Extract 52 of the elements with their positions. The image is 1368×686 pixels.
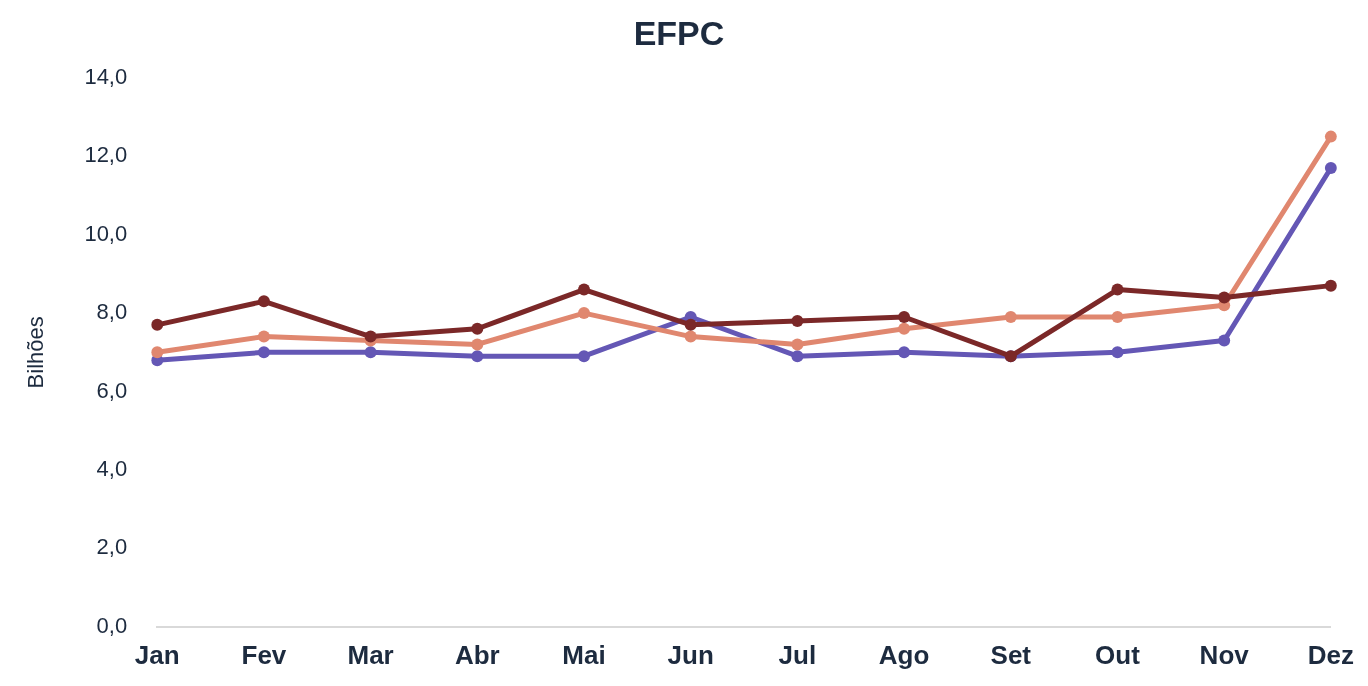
x-tick-label: Mar <box>347 639 394 670</box>
x-tick-label: Jun <box>667 639 714 670</box>
point <box>151 318 164 331</box>
y-tick-label: 12,0 <box>84 142 128 168</box>
x-tick-label: Nov <box>1199 639 1250 670</box>
point <box>1218 334 1231 347</box>
point <box>684 318 697 331</box>
point <box>791 338 804 351</box>
point <box>578 283 591 296</box>
y-tick-label: 6,0 <box>96 377 128 403</box>
point <box>151 346 164 359</box>
point <box>1324 279 1337 292</box>
point <box>898 311 911 324</box>
y-tick-label: 14,0 <box>84 63 128 89</box>
y-tick-label: 2,0 <box>96 534 128 560</box>
point <box>1004 311 1017 324</box>
point <box>1218 291 1231 304</box>
y-tick-label: 4,0 <box>96 456 128 482</box>
point <box>898 322 911 335</box>
point <box>1324 161 1337 174</box>
point <box>684 330 697 343</box>
point <box>898 346 911 359</box>
point <box>471 338 484 351</box>
point <box>257 295 270 308</box>
point <box>471 350 484 363</box>
point <box>791 350 804 363</box>
point <box>578 307 591 320</box>
x-tick-label: Abr <box>454 639 500 670</box>
y-axis-title: Bilhões <box>23 316 49 389</box>
chart-title: EFPC <box>633 13 725 52</box>
point <box>257 346 270 359</box>
point <box>364 330 377 343</box>
point <box>257 330 270 343</box>
point <box>1111 346 1124 359</box>
x-tick-label: Out <box>1095 639 1141 670</box>
point <box>1324 130 1337 143</box>
y-tick-label: 10,0 <box>84 220 128 246</box>
x-tick-label: Set <box>990 639 1032 670</box>
point <box>364 346 377 359</box>
point <box>791 314 804 327</box>
y-tick-label: 8,0 <box>96 299 128 325</box>
point <box>1111 283 1124 296</box>
y-tick-label: 0,0 <box>96 612 128 638</box>
x-tick-label: Jul <box>778 639 817 670</box>
x-tick-label: Fev <box>241 639 287 670</box>
x-tick-label: Jan <box>134 639 180 670</box>
x-tick-label: Ago <box>878 639 930 670</box>
point <box>578 350 591 363</box>
point <box>1111 311 1124 324</box>
x-tick-label: Dez <box>1307 639 1355 670</box>
x-tick-label: Mai <box>562 639 606 670</box>
point <box>471 322 484 335</box>
